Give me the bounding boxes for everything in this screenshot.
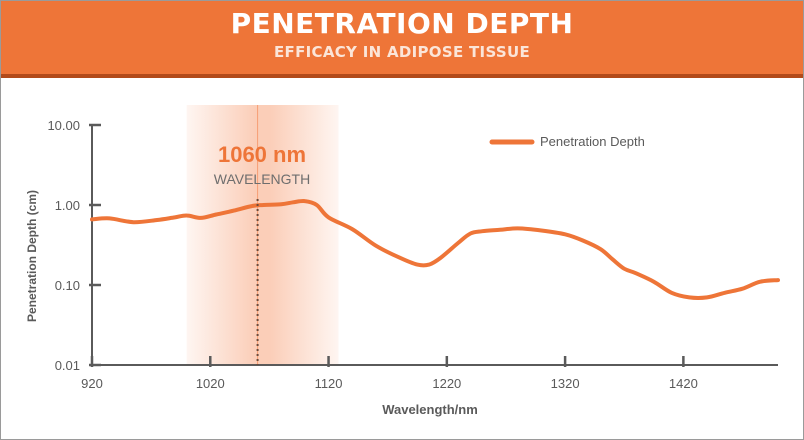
x-tick-label: 920: [81, 376, 103, 391]
page-title: PENETRATION DEPTH: [230, 7, 574, 40]
x-tick-label: 1120: [315, 376, 343, 391]
legend-label: Penetration Depth: [540, 134, 645, 149]
y-tick-label: 10.00: [47, 118, 80, 133]
highlight-value-label: 1060 nm: [218, 142, 306, 167]
x-tick-label: 1420: [669, 376, 698, 391]
y-tick-label: 0.10: [55, 278, 80, 293]
highlight-caption: WAVELENGTH: [214, 171, 310, 187]
x-tick-label: 1220: [432, 376, 461, 391]
highlight-band: [186, 105, 339, 365]
x-axis-title: Wavelength/nm: [382, 402, 478, 417]
y-tick-label: 0.01: [55, 358, 80, 373]
x-tick-label: 1320: [551, 376, 580, 391]
series-line-penetration-depth: [90, 198, 780, 300]
header-banner: PENETRATION DEPTH EFFICACY IN ADIPOSE TI…: [1, 1, 803, 78]
page-subtitle: EFFICACY IN ADIPOSE TISSUE: [273, 43, 531, 61]
y-axis-title: Penetration Depth (cm): [25, 190, 39, 322]
x-tick-label: 1020: [196, 376, 225, 391]
y-tick-label: 1.00: [55, 198, 80, 213]
